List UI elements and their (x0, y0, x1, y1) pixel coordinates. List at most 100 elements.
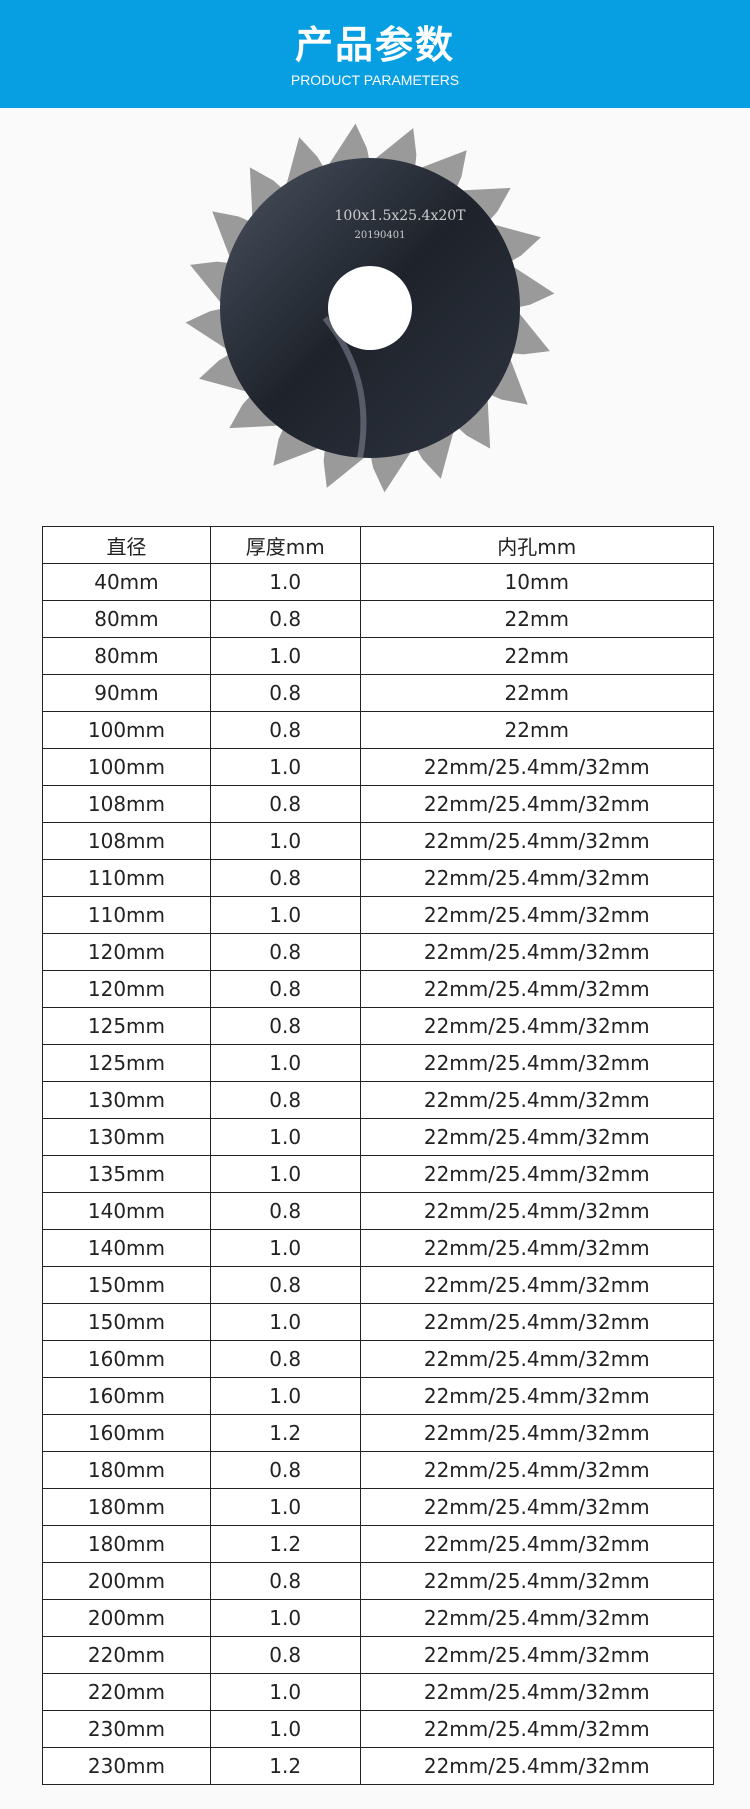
diameter-cell: 180mm (42, 1525, 211, 1563)
table-row: 80mm 0.8 22mm (42, 600, 715, 638)
thickness-cell: 1.0 (209, 1599, 361, 1637)
thickness-cell: 1.2 (209, 1747, 361, 1785)
bore-cell: 10mm (359, 563, 715, 601)
bore-cell: 22mm/25.4mm/32mm (359, 1155, 715, 1193)
thickness-cell: 0.8 (209, 1007, 361, 1045)
diameter-cell: 220mm (42, 1673, 211, 1711)
thickness-cell: 1.0 (209, 563, 361, 601)
diameter-cell: 90mm (42, 674, 211, 712)
diameter-cell: 180mm (42, 1451, 211, 1489)
bore-cell: 22mm/25.4mm/32mm (359, 1266, 715, 1304)
thickness-cell: 0.8 (209, 859, 361, 897)
diameter-cell: 108mm (42, 822, 211, 860)
table-row: 110mm 1.0 22mm/25.4mm/32mm (42, 896, 715, 934)
bore-cell: 22mm/25.4mm/32mm (359, 1192, 715, 1230)
table-row: 140mm 1.0 22mm/25.4mm/32mm (42, 1229, 715, 1267)
diameter-cell: 80mm (42, 637, 211, 675)
table-row: 125mm 0.8 22mm/25.4mm/32mm (42, 1007, 715, 1045)
diameter-cell: 150mm (42, 1266, 211, 1304)
thickness-cell: 1.0 (209, 1118, 361, 1156)
bore-cell: 22mm/25.4mm/32mm (359, 1525, 715, 1563)
table-row: 160mm 0.8 22mm/25.4mm/32mm (42, 1340, 715, 1378)
diameter-cell: 135mm (42, 1155, 211, 1193)
table-row: 160mm 1.2 22mm/25.4mm/32mm (42, 1414, 715, 1452)
header-banner: 产品参数 PRODUCT PARAMETERS (0, 0, 750, 108)
saw-blade-image: 100x1.5x25.4x20T 20190401 (185, 123, 555, 493)
bore-cell: 22mm/25.4mm/32mm (359, 822, 715, 860)
table-row: 160mm 1.0 22mm/25.4mm/32mm (42, 1377, 715, 1415)
diameter-cell: 125mm (42, 1044, 211, 1082)
thickness-cell: 1.0 (209, 1377, 361, 1415)
table-row: 100mm 0.8 22mm (42, 711, 715, 749)
diameter-cell: 160mm (42, 1377, 211, 1415)
thickness-cell: 1.0 (209, 896, 361, 934)
page-title: 产品参数 (294, 23, 455, 67)
thickness-cell: 1.0 (209, 637, 361, 675)
table-row: 220mm 1.0 22mm/25.4mm/32mm (42, 1673, 715, 1711)
table-row: 220mm 0.8 22mm/25.4mm/32mm (42, 1636, 715, 1674)
bore-cell: 22mm/25.4mm/32mm (359, 1377, 715, 1415)
thickness-cell: 1.0 (209, 822, 361, 860)
thickness-cell: 1.0 (209, 1044, 361, 1082)
bore-cell: 22mm/25.4mm/32mm (359, 970, 715, 1008)
table-row: 135mm 1.0 22mm/25.4mm/32mm (42, 1155, 715, 1193)
thickness-cell: 0.8 (209, 1562, 361, 1600)
bore-cell: 22mm/25.4mm/32mm (359, 1747, 715, 1785)
bore-cell: 22mm/25.4mm/32mm (359, 1710, 715, 1748)
table-row: 200mm 0.8 22mm/25.4mm/32mm (42, 1562, 715, 1600)
arbor-hole (328, 266, 412, 350)
table-row: 150mm 0.8 22mm/25.4mm/32mm (42, 1266, 715, 1304)
thickness-cell: 0.8 (209, 711, 361, 749)
column-header: 厚度mm (209, 526, 361, 564)
thickness-cell: 1.0 (209, 1303, 361, 1341)
diameter-cell: 160mm (42, 1340, 211, 1378)
thickness-cell: 1.0 (209, 1673, 361, 1711)
table-row: 120mm 0.8 22mm/25.4mm/32mm (42, 970, 715, 1008)
thickness-cell: 1.0 (209, 1229, 361, 1267)
engraving-date: 20190401 (355, 230, 406, 241)
diameter-cell: 120mm (42, 933, 211, 971)
diameter-cell: 40mm (42, 563, 211, 601)
table-row: 80mm 1.0 22mm (42, 637, 715, 675)
table-row: 140mm 0.8 22mm/25.4mm/32mm (42, 1192, 715, 1230)
table-row: 40mm 1.0 10mm (42, 563, 715, 601)
diameter-cell: 150mm (42, 1303, 211, 1341)
table-row: 125mm 1.0 22mm/25.4mm/32mm (42, 1044, 715, 1082)
bore-cell: 22mm (359, 711, 715, 749)
table-row: 180mm 1.0 22mm/25.4mm/32mm (42, 1488, 715, 1526)
bore-cell: 22mm/25.4mm/32mm (359, 1303, 715, 1341)
bore-cell: 22mm/25.4mm/32mm (359, 859, 715, 897)
diameter-cell: 100mm (42, 711, 211, 749)
diameter-cell: 125mm (42, 1007, 211, 1045)
bore-cell: 22mm/25.4mm/32mm (359, 1673, 715, 1711)
table-row: 180mm 0.8 22mm/25.4mm/32mm (42, 1451, 715, 1489)
thickness-cell: 0.8 (209, 1636, 361, 1674)
bore-cell: 22mm/25.4mm/32mm (359, 1007, 715, 1045)
thickness-cell: 1.2 (209, 1525, 361, 1563)
diameter-cell: 130mm (42, 1081, 211, 1119)
bore-cell: 22mm/25.4mm/32mm (359, 1118, 715, 1156)
bore-cell: 22mm (359, 674, 715, 712)
table-row: 120mm 0.8 22mm/25.4mm/32mm (42, 933, 715, 971)
table-row: 200mm 1.0 22mm/25.4mm/32mm (42, 1599, 715, 1637)
bore-cell: 22mm/25.4mm/32mm (359, 1599, 715, 1637)
diameter-cell: 80mm (42, 600, 211, 638)
thickness-cell: 1.2 (209, 1414, 361, 1452)
thickness-cell: 1.0 (209, 748, 361, 786)
table-row: 230mm 1.0 22mm/25.4mm/32mm (42, 1710, 715, 1748)
bore-cell: 22mm/25.4mm/32mm (359, 748, 715, 786)
table-row: 180mm 1.2 22mm/25.4mm/32mm (42, 1525, 715, 1563)
page-subtitle: PRODUCT PARAMETERS (290, 72, 460, 88)
thickness-cell: 1.0 (209, 1155, 361, 1193)
table-row: 230mm 1.2 22mm/25.4mm/32mm (42, 1747, 715, 1785)
table-row: 130mm 0.8 22mm/25.4mm/32mm (42, 1081, 715, 1119)
bore-cell: 22mm/25.4mm/32mm (359, 1488, 715, 1526)
bore-cell: 22mm (359, 637, 715, 675)
thickness-cell: 0.8 (209, 600, 361, 638)
bore-cell: 22mm/25.4mm/32mm (359, 896, 715, 934)
engraving-spec: 100x1.5x25.4x20T (335, 208, 467, 224)
diameter-cell: 160mm (42, 1414, 211, 1452)
bore-cell: 22mm/25.4mm/32mm (359, 785, 715, 823)
table-row: 90mm 0.8 22mm (42, 674, 715, 712)
bore-cell: 22mm/25.4mm/32mm (359, 1081, 715, 1119)
